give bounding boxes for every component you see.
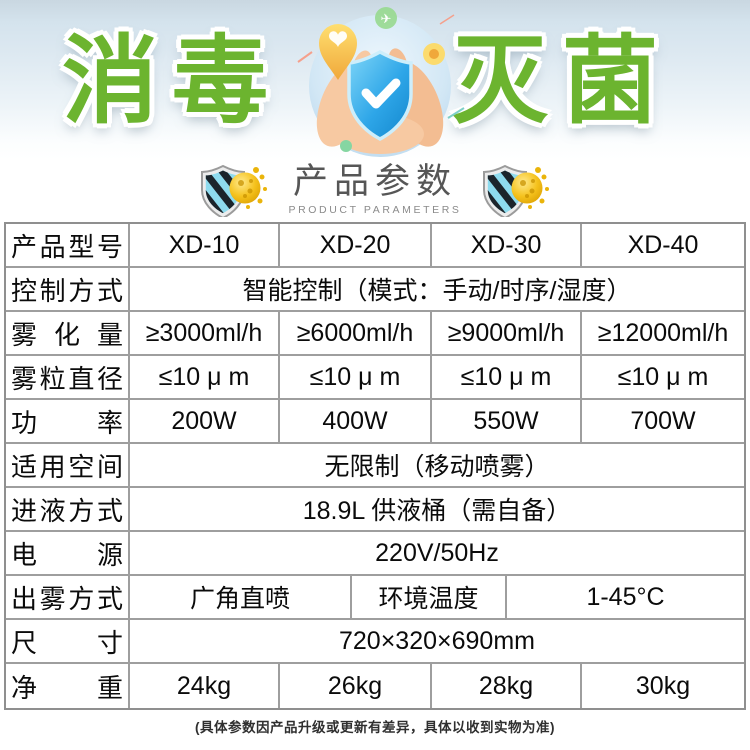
- table-row-supply: 电源 220V/50Hz: [6, 532, 744, 576]
- table-cell: XD-20: [280, 224, 432, 268]
- table-row-weight: 净重 24kg 26kg 28kg 30kg: [6, 664, 744, 708]
- table-row-liquid: 进液方式 18.9L 供液桶（需自备）: [6, 488, 744, 532]
- svg-text:✈: ✈: [381, 11, 392, 26]
- yellow-marker-icon: [423, 43, 445, 65]
- row-label: 尺寸: [6, 620, 130, 664]
- hands-shield-illustration: ✈: [297, 7, 465, 157]
- disclaimer-text: (具体参数因产品升级或更新有差异，具体以收到实物为准): [195, 720, 555, 735]
- table-cell: 无限制（移动喷雾）: [130, 444, 744, 488]
- table-cell: 30kg: [635, 671, 691, 700]
- row-label: 净重: [6, 664, 130, 708]
- table-cell: 18.9L 供液桶（需自备）: [130, 488, 744, 532]
- table-cell: 700W: [582, 400, 744, 444]
- page-title: 产品参数: [292, 162, 457, 202]
- banner-word-sterilize: 灭菌: [452, 28, 672, 135]
- row-label: 适用空间: [6, 444, 130, 488]
- table-cell: 24kg: [130, 664, 280, 708]
- location-pin-heart-icon: [319, 24, 357, 80]
- spec-table: 产品型号 XD-10 XD-20 XD-30 XD-40 控制方式 智能控制（模…: [4, 222, 746, 710]
- green-dot: [340, 140, 352, 152]
- table-cell: ≥6000ml/h: [280, 312, 432, 356]
- shield-virus-icon: [201, 164, 268, 217]
- table-cell: XD-10: [130, 224, 280, 268]
- table-cell: 550W: [432, 400, 582, 444]
- table-cell: XD-40: [582, 224, 744, 268]
- table-cell: ≤10 μ m: [130, 356, 280, 400]
- table-cell: 200W: [130, 400, 280, 444]
- table-row-control: 控制方式 智能控制（模式：手动/时序/湿度）: [6, 268, 744, 312]
- table-row-size: 尺寸 720×320×690mm: [6, 620, 744, 664]
- table-cell: ≥3000ml/h: [130, 312, 280, 356]
- section-heading: 产品参数 PRODUCT PARAMETERS: [0, 158, 750, 222]
- row-label: 进液方式: [6, 488, 130, 532]
- table-row-particle: 雾粒直径 ≤10 μ m ≤10 μ m ≤10 μ m ≤10 μ m: [6, 356, 744, 400]
- shield-virus-icon: [482, 164, 549, 217]
- table-row-model: 产品型号 XD-10 XD-20 XD-30 XD-40: [6, 224, 744, 268]
- row-label: 出雾方式: [6, 576, 130, 620]
- table-cell: XD-30: [432, 224, 582, 268]
- table-cell: 智能控制（模式：手动/时序/湿度）: [130, 268, 744, 312]
- row-label: 雾化量: [6, 312, 130, 356]
- table-cell: 220V/50Hz: [130, 532, 744, 576]
- table-row-space: 适用空间 无限制（移动喷雾）: [6, 444, 744, 488]
- table-cell: 720×320×690mm: [130, 620, 744, 664]
- page-subtitle: PRODUCT PARAMETERS: [288, 203, 462, 216]
- table-cell: ≤10 μ m: [280, 356, 432, 400]
- table-cell: ≤10 μ m: [582, 356, 744, 400]
- table-cell: ≥9000ml/h: [432, 312, 582, 356]
- banner-word-disinfect: 消毒: [62, 28, 282, 135]
- table-row-power: 功率 200W 400W 550W 700W: [6, 400, 744, 444]
- table-row-atomization: 雾化量 ≥3000ml/h ≥6000ml/h ≥9000ml/h ≥12000…: [6, 312, 744, 356]
- shield-check-icon: [347, 50, 413, 141]
- row-label: 电源: [6, 532, 130, 576]
- row-label: 控制方式: [6, 268, 130, 312]
- table-cell: 环境温度: [352, 576, 507, 620]
- table-cell: 28kg: [432, 664, 582, 708]
- row-label: 功率: [6, 400, 130, 444]
- table-cell: 1-45°C: [507, 576, 744, 620]
- table-cell: ≥12000ml/h: [582, 312, 744, 356]
- table-cell: 广角直喷: [130, 576, 352, 620]
- row-label: 雾粒直径: [6, 356, 130, 400]
- banner: 消毒 灭菌: [0, 0, 750, 160]
- row-label: 产品型号: [6, 224, 130, 268]
- plane-icon: ✈: [375, 7, 397, 29]
- table-cell: 400W: [280, 400, 432, 444]
- table-cell: 26kg: [280, 664, 432, 708]
- table-row-mist-mode: 出雾方式 广角直喷 环境温度 1-45°C: [6, 576, 744, 620]
- table-cell: ≤10 μ m: [432, 356, 582, 400]
